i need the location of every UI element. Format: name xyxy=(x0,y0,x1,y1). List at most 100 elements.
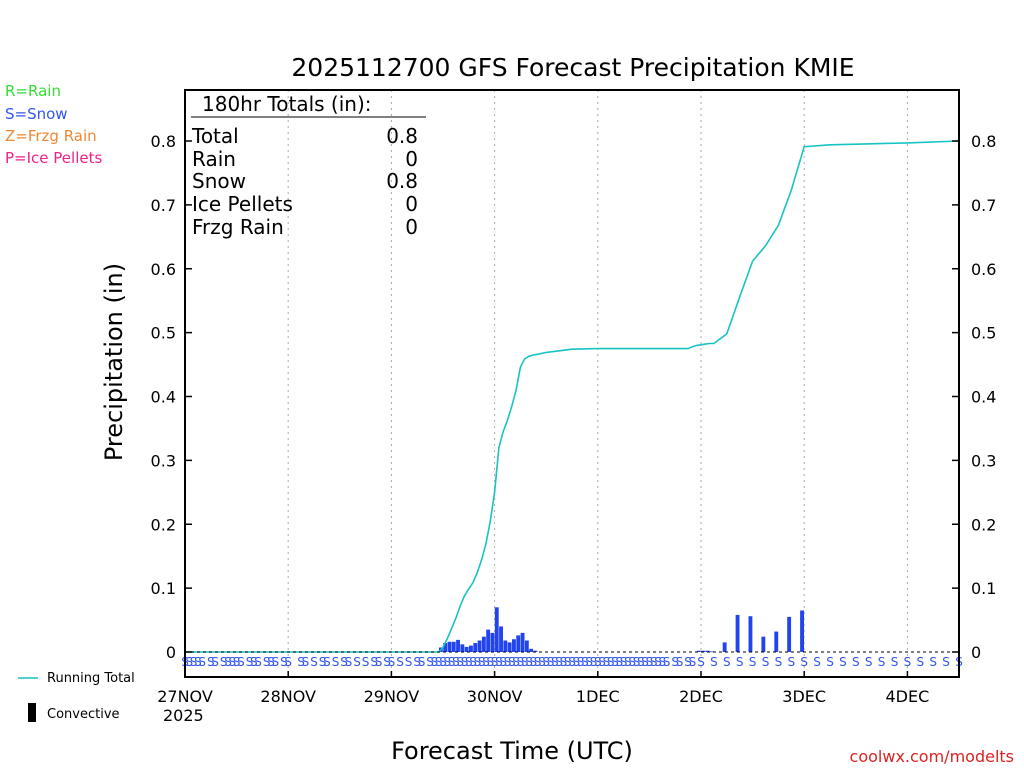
snow-marker: S xyxy=(904,655,912,669)
snow-marker: S xyxy=(594,655,602,669)
snow-marker: S xyxy=(676,655,684,669)
snow-marker: S xyxy=(405,655,413,669)
totals-value-rain: 0 xyxy=(405,147,418,171)
y-tick-label-right: 0.3 xyxy=(971,451,996,470)
y-tick-label-left: 0.6 xyxy=(151,260,176,279)
snow-marker: S xyxy=(684,655,692,669)
snow-marker: S xyxy=(542,655,550,669)
snow-marker: S xyxy=(362,655,370,669)
snow-marker: S xyxy=(521,655,529,669)
snow-marker: S xyxy=(641,655,649,669)
x-tick-label: 28NOV xyxy=(260,687,316,706)
snow-marker: S xyxy=(185,655,193,669)
precip-bar xyxy=(473,643,478,652)
snow-marker: S xyxy=(224,655,232,669)
y-tick-label-right: 0.7 xyxy=(971,196,996,215)
snow-marker: S xyxy=(297,655,305,669)
y-tick-label-right: 0.2 xyxy=(971,515,996,534)
snow-marker: S xyxy=(568,655,576,669)
snow-marker: S xyxy=(603,655,611,669)
x-axis-year: 2025 xyxy=(163,706,204,725)
precip-bar xyxy=(512,639,516,652)
snow-marker: S xyxy=(439,655,447,669)
chart-title: 2025112700 GFS Forecast Precipitation KM… xyxy=(291,53,854,82)
legend-freezing-rain: Z=Frzg Rain xyxy=(5,127,97,145)
precip-type-legend: R=Rain S=Snow Z=Frzg Rain P=Ice Pellets xyxy=(5,82,102,167)
snow-marker: S xyxy=(267,655,275,669)
legend-convective: Convective xyxy=(47,707,120,722)
y-tick-label-left: 0.1 xyxy=(151,579,176,598)
snow-marker: S xyxy=(646,655,654,669)
snow-marker: S xyxy=(598,655,606,669)
snow-marker: S xyxy=(637,655,645,669)
snow-marker: S xyxy=(663,655,671,669)
precip-bar xyxy=(443,643,448,652)
snow-marker: S xyxy=(813,655,821,669)
y-tick-label-right: 0.5 xyxy=(971,324,996,343)
precip-bar xyxy=(701,650,706,652)
snow-marker: S xyxy=(194,655,202,669)
y-tick-label-left: 0.7 xyxy=(151,196,176,215)
precip-bar xyxy=(486,629,491,652)
totals-label-rain: Rain xyxy=(192,147,236,171)
snow-marker: S xyxy=(190,655,198,669)
snow-marker: S xyxy=(323,655,331,669)
snow-marker: S xyxy=(452,655,460,669)
totals-label-ice-pellets: Ice Pellets xyxy=(192,192,293,216)
convective-swatch xyxy=(28,703,36,722)
snow-marker: S xyxy=(263,655,271,669)
snow-marker: S xyxy=(736,655,744,669)
totals-value-frzg-rain: 0 xyxy=(405,215,418,239)
totals-value-snow: 0.8 xyxy=(386,169,418,193)
snow-marker: S xyxy=(211,655,219,669)
totals-label-snow: Snow xyxy=(192,169,246,193)
snow-marker: S xyxy=(615,655,623,669)
x-tick-label: 4DEC xyxy=(886,687,930,706)
snow-marker: S xyxy=(250,655,258,669)
snow-marker: S xyxy=(929,655,937,669)
snow-marker: S xyxy=(787,655,795,669)
snow-marker: S xyxy=(375,655,383,669)
snow-marker: S xyxy=(478,655,486,669)
y-tick-label-left: 0.8 xyxy=(151,132,176,151)
precip-bar xyxy=(503,640,508,652)
y-tick-label-left: 0.5 xyxy=(151,324,176,343)
snow-marker: S xyxy=(254,655,262,669)
snow-marker: S xyxy=(723,655,731,669)
y-axis-label: Precipitation (in) xyxy=(100,263,128,461)
y-tick-label-left: 0 xyxy=(166,643,176,662)
snow-marker: S xyxy=(620,655,628,669)
x-tick-label: 30NOV xyxy=(467,687,523,706)
series-legend: Running Total Convective xyxy=(18,671,135,722)
snow-marker: S xyxy=(370,655,378,669)
snow-marker: S xyxy=(207,655,215,669)
y-tick-label-right: 0.1 xyxy=(971,579,996,598)
snow-marker: S xyxy=(529,655,537,669)
snow-marker: S xyxy=(878,655,886,669)
snow-marker: S xyxy=(942,655,950,669)
snow-marker: S xyxy=(284,655,292,669)
snow-marker: S xyxy=(611,655,619,669)
snow-marker: S xyxy=(228,655,236,669)
snow-marker: S xyxy=(607,655,615,669)
precip-bar xyxy=(696,650,701,652)
snow-marker: S xyxy=(512,655,520,669)
snow-marker: S xyxy=(710,655,718,669)
snow-marker: S xyxy=(353,655,361,669)
y-tick-label-right: 0.8 xyxy=(971,132,996,151)
x-tick-label: 27NOV xyxy=(157,687,213,706)
snow-marker: S xyxy=(650,655,658,669)
snow-marker: S xyxy=(504,655,512,669)
y-tick-label-left: 0.3 xyxy=(151,451,176,470)
snow-marker: S xyxy=(220,655,228,669)
precip-bar xyxy=(787,616,792,652)
snow-marker: S xyxy=(762,655,770,669)
snow-marker: S xyxy=(775,655,783,669)
snow-marker: S xyxy=(517,655,525,669)
plot-frame xyxy=(184,89,960,678)
snow-marker: S xyxy=(302,655,310,669)
snow-marker: S xyxy=(916,655,924,669)
snow-marker: S xyxy=(551,655,559,669)
